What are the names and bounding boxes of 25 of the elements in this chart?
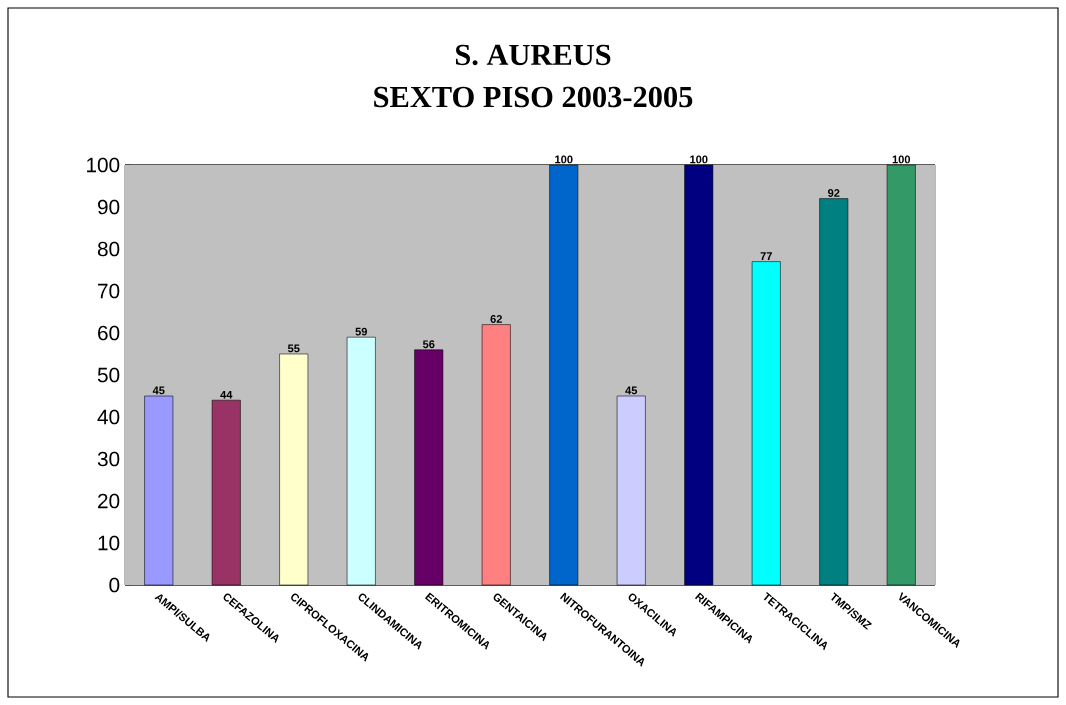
data-label: 77	[760, 252, 772, 260]
y-tick-label: 60	[98, 325, 120, 341]
data-label: 62	[490, 315, 502, 323]
data-label: 56	[422, 340, 435, 349]
data-label: 45	[625, 386, 638, 395]
data-label: 100	[690, 155, 708, 164]
data-label: 100	[892, 155, 911, 164]
data-label: 44	[220, 390, 233, 399]
y-tick-label: 40	[97, 409, 120, 425]
data-label: 59	[355, 327, 367, 336]
y-tick-label: 20	[98, 493, 120, 509]
data-label: 55	[287, 344, 300, 353]
chart-title: S. AUREUS	[455, 44, 611, 66]
data-label: 100	[555, 155, 573, 164]
chart-subtitle: SEXTO PISO 2003-2005	[374, 86, 693, 108]
y-tick-label: 70	[98, 283, 120, 299]
y-tick-label: 50	[97, 367, 120, 383]
y-tick-label: 30	[97, 451, 120, 467]
y-tick-label: 100	[87, 157, 120, 173]
y-tick-label: 10	[98, 535, 120, 551]
data-label: 92	[827, 189, 840, 197]
y-tick-label: 0	[109, 577, 120, 593]
data-label: 45	[152, 386, 165, 395]
y-tick-label: 80	[97, 241, 120, 257]
y-tick-label: 90	[98, 199, 120, 215]
